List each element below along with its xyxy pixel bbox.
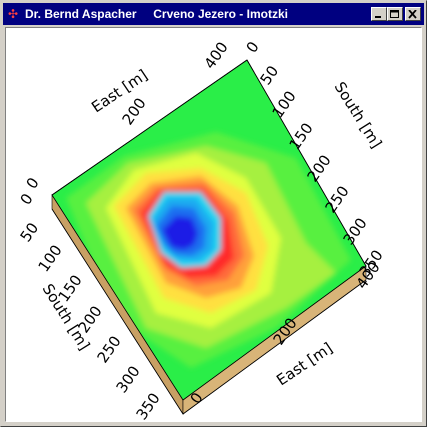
top-east-tick-200: 200 <box>119 95 150 129</box>
plot-area: 0 200 400 East [m] 0 50 100 150 200 250 … <box>5 27 422 422</box>
right-south-tick-0: 0 <box>243 38 263 56</box>
top-east-tick-400: 400 <box>201 39 232 73</box>
minimize-icon <box>375 16 381 18</box>
left-south-tick-300: 300 <box>113 363 144 397</box>
surface-plot: 0 200 400 East [m] 0 50 100 150 200 250 … <box>17 38 387 421</box>
left-south-tick-100: 100 <box>35 242 66 276</box>
title-bar[interactable]: ✣ Dr. Bernd Aspacher Crveno Jezero - Imo… <box>3 3 424 25</box>
left-south-tick-250: 250 <box>94 333 125 367</box>
app-icon[interactable]: ✣ <box>7 7 19 21</box>
window-title: Dr. Bernd Aspacher Crveno Jezero - Imotz… <box>25 3 288 25</box>
top-east-tick-0: 0 <box>23 174 43 192</box>
close-icon <box>408 10 417 19</box>
left-south-tick-50: 50 <box>17 219 43 245</box>
title-place: Crveno Jezero - Imotzki <box>153 7 288 21</box>
close-button[interactable] <box>405 7 421 21</box>
left-south-tick-0: 0 <box>17 190 37 208</box>
right-south-axis-label: South [m] <box>331 79 386 152</box>
minimize-button[interactable] <box>371 7 387 21</box>
maximize-icon <box>390 10 399 18</box>
maximize-button[interactable] <box>387 7 403 21</box>
title-author: Dr. Bernd Aspacher <box>25 7 137 21</box>
left-south-tick-350: 350 <box>133 390 164 421</box>
